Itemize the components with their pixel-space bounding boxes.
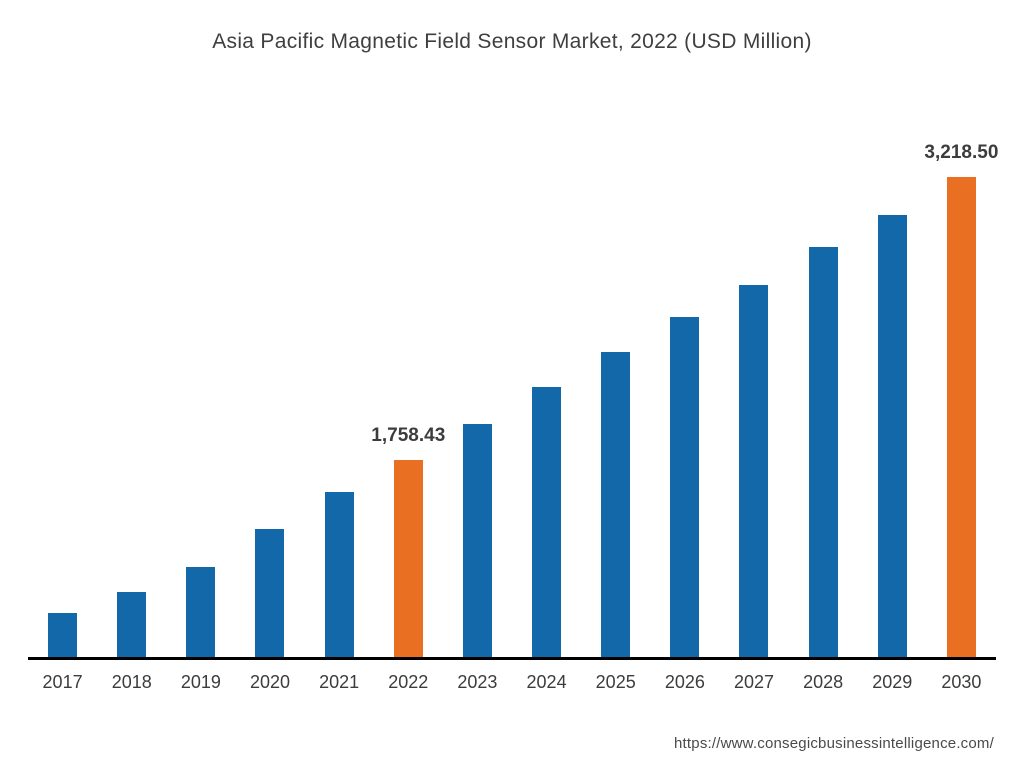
bar-2028 [808,247,838,657]
x-axis-label-2020: 2020 [249,672,291,692]
bar-2029 [877,215,907,657]
bar-column-2023 [443,72,512,657]
x-axis-label-2022: 2022 [388,672,429,692]
bar-column-2027 [719,72,788,657]
x-axis-label-2018: 2018 [111,672,152,692]
bar-column-2022: 1,758.43 [371,72,446,657]
bar-2023 [462,423,492,657]
bar-2017 [48,613,78,657]
bar-2021 [324,492,354,657]
bar-2024 [532,386,562,657]
plot-area: 1,758.43 3,218.50 [28,72,999,660]
x-axis-label-2021: 2021 [319,672,360,692]
bar-column-2024 [512,72,581,657]
bar-2025 [601,352,631,657]
bar-2018 [117,592,147,657]
x-axis: 2017 2018 2019 2020 2021 2022 2023 2024 2025 2026… [28,663,996,693]
chart-title: Asia Pacific Magnetic Field Sensor Marke… [212,30,812,53]
bar-column-2018 [97,72,166,657]
value-label-2030: 3,218.50 [924,142,999,163]
x-axis-label-2028: 2028 [803,672,844,692]
bar-2030-highlighted [946,177,976,657]
bar-column-2021 [305,72,374,657]
bar-column-2029 [858,72,927,657]
bar-2020 [255,529,285,657]
x-axis-label-2024: 2024 [526,672,567,692]
x-axis-label-2026: 2026 [664,672,705,692]
x-axis-label-2017: 2017 [42,672,83,692]
bar-column-2025 [581,72,650,657]
x-axis-label-2030: 2030 [941,672,982,692]
x-axis-label-2019: 2019 [180,672,221,692]
bar-column-2028 [789,72,858,657]
x-axis-label-2023: 2023 [457,672,498,692]
value-label-2022: 1,758.43 [371,424,446,446]
bar-column-2017 [28,72,97,657]
bar-2019 [186,566,216,657]
bar-column-2026 [650,72,719,657]
bar-2027 [739,285,769,657]
bar-column-2020 [235,72,304,657]
x-axis-label-2025: 2025 [595,672,636,692]
x-axis-label-2027: 2027 [733,672,774,692]
bar-2026 [670,317,700,657]
bar-column-2030: 3,218.50 [924,72,999,657]
source-url: https://www.consegicbusinessintelligence… [674,735,994,752]
bar-column-2019 [166,72,235,657]
x-axis-label-2029: 2029 [872,672,913,692]
bar-2022-highlighted [393,459,423,657]
